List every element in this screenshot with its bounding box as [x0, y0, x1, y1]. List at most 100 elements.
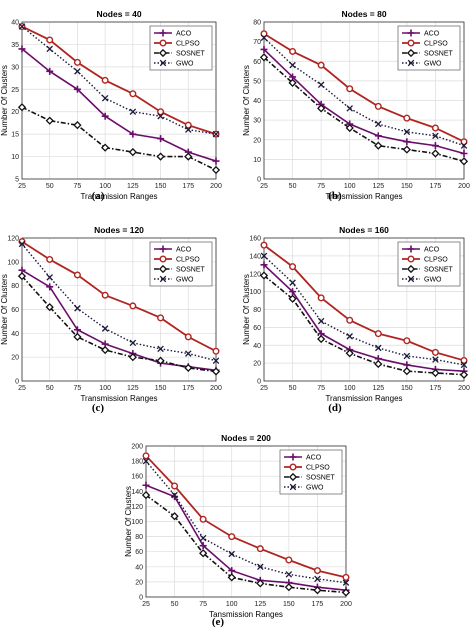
- plot-frame: [21, 237, 217, 382]
- data-point-clpso: [317, 61, 325, 69]
- data-point-gwo: [46, 274, 53, 281]
- y-tick-label: 40: [253, 343, 261, 350]
- y-tick-label: 120: [7, 236, 19, 243]
- y-tick-label: 0: [15, 379, 19, 386]
- legend-marker: [406, 264, 416, 274]
- x-tick-label: 200: [210, 385, 222, 392]
- data-point-clpso: [212, 347, 220, 355]
- y-tick-label: 60: [253, 325, 261, 332]
- y-tick-label: 20: [253, 137, 261, 144]
- legend-marker: [289, 483, 297, 491]
- data-point-clpso: [101, 76, 109, 84]
- y-tick-label: 160: [131, 474, 143, 481]
- data-point-gwo: [460, 142, 468, 149]
- legend-marker: [407, 275, 415, 283]
- legend-label: CLPSO: [176, 41, 200, 48]
- series-line-clpso: [21, 240, 217, 353]
- legend-marker: [407, 39, 415, 47]
- y-tick-label: 30: [253, 118, 261, 125]
- y-tick-label: 30: [11, 64, 19, 71]
- y-tick-label: 100: [7, 259, 19, 266]
- x-tick-label: 100: [226, 601, 238, 608]
- y-tick-label: 100: [249, 289, 261, 296]
- y-tick-label: 60: [253, 59, 261, 66]
- x-tick-label: 75: [199, 601, 207, 608]
- data-point-clpso: [46, 255, 54, 263]
- data-point-aco: [46, 67, 54, 75]
- data-point-sosnet: [402, 145, 411, 154]
- data-point-clpso: [260, 241, 268, 249]
- legend-label: GWO: [176, 61, 194, 68]
- legend-label: ACO: [306, 455, 322, 462]
- x-tick-label: 175: [430, 183, 442, 190]
- y-tick-label: 20: [253, 361, 261, 368]
- data-point-sosnet: [211, 367, 221, 376]
- data-point-aco: [431, 142, 439, 150]
- x-tick-label: 150: [283, 601, 295, 608]
- panel-caption: (a): [91, 190, 105, 202]
- y-tick-label: 10: [11, 154, 19, 161]
- data-point-aco: [157, 135, 165, 143]
- chart-panel-3: 0 20 40 60 80 100 120 140 160 25 50 75 100 125 150 175 2…: [242, 225, 470, 403]
- data-point-clpso: [101, 291, 109, 299]
- data-point-aco: [73, 326, 81, 334]
- y-tick-label: 120: [249, 271, 261, 278]
- y-tick-label: 80: [11, 283, 19, 290]
- data-point-gwo: [314, 575, 321, 583]
- data-point-sosnet: [73, 332, 82, 342]
- data-point-sosnet: [156, 152, 165, 161]
- series-line-aco: [263, 264, 465, 372]
- data-point-gwo: [317, 317, 325, 325]
- chart-title: Nodes = 120: [94, 225, 144, 235]
- legend-marker: [289, 453, 297, 461]
- data-point-gwo: [185, 350, 192, 357]
- data-point-sosnet: [259, 271, 269, 280]
- data-point-sosnet: [170, 512, 179, 521]
- panel-caption: (b): [328, 190, 342, 202]
- data-point-aco: [289, 288, 297, 296]
- data-point-gwo: [101, 94, 109, 102]
- data-point-sosnet: [184, 152, 193, 161]
- x-tick-label: 175: [430, 385, 442, 392]
- data-point-gwo: [460, 361, 468, 369]
- series-line-aco: [145, 484, 347, 592]
- data-point-gwo: [375, 344, 382, 352]
- data-point-gwo: [157, 345, 164, 353]
- data-point-sosnet: [317, 334, 326, 344]
- legend-marker: [159, 29, 167, 37]
- data-point-sosnet: [101, 345, 110, 355]
- data-point-aco: [142, 481, 150, 489]
- y-tick-label: 160: [249, 236, 261, 243]
- data-point-clpso: [342, 573, 350, 581]
- y-tick-label: 40: [253, 98, 261, 105]
- chart-title: Nodes = 160: [339, 225, 389, 235]
- legend-marker: [159, 275, 167, 283]
- series-line-aco: [21, 48, 217, 162]
- y-tick-label: 15: [11, 132, 19, 139]
- data-point-sosnet: [459, 370, 469, 379]
- data-point-sosnet: [73, 121, 82, 130]
- data-point-gwo: [289, 279, 296, 286]
- data-point-gwo: [432, 356, 439, 363]
- data-point-gwo: [342, 579, 350, 586]
- data-point-gwo: [101, 325, 109, 332]
- data-point-gwo: [157, 112, 164, 120]
- legend-label: CLPSO: [424, 41, 448, 48]
- data-point-clpso: [184, 333, 192, 341]
- chart-panel-4: 0 20 40 60 80 100 120 140 160 180 200 25 50 75 100 125 1…: [124, 433, 352, 619]
- x-tick-label: 75: [317, 385, 325, 392]
- data-point-gwo: [142, 457, 150, 465]
- data-point-sosnet: [45, 302, 54, 312]
- legend-label: SOSNET: [176, 267, 206, 274]
- x-tick-label: 25: [18, 385, 26, 392]
- x-tick-label: 125: [254, 601, 266, 608]
- data-point-aco: [73, 85, 81, 93]
- data-point-clpso: [460, 138, 468, 146]
- legend-label: SOSNET: [176, 51, 206, 58]
- data-point-gwo: [257, 563, 264, 571]
- legend-label: CLPSO: [306, 465, 330, 472]
- legend-marker: [158, 48, 168, 58]
- data-point-sosnet: [141, 490, 151, 500]
- y-axis-label: Number Of Clusters: [0, 65, 9, 136]
- data-point-clpso: [157, 314, 165, 322]
